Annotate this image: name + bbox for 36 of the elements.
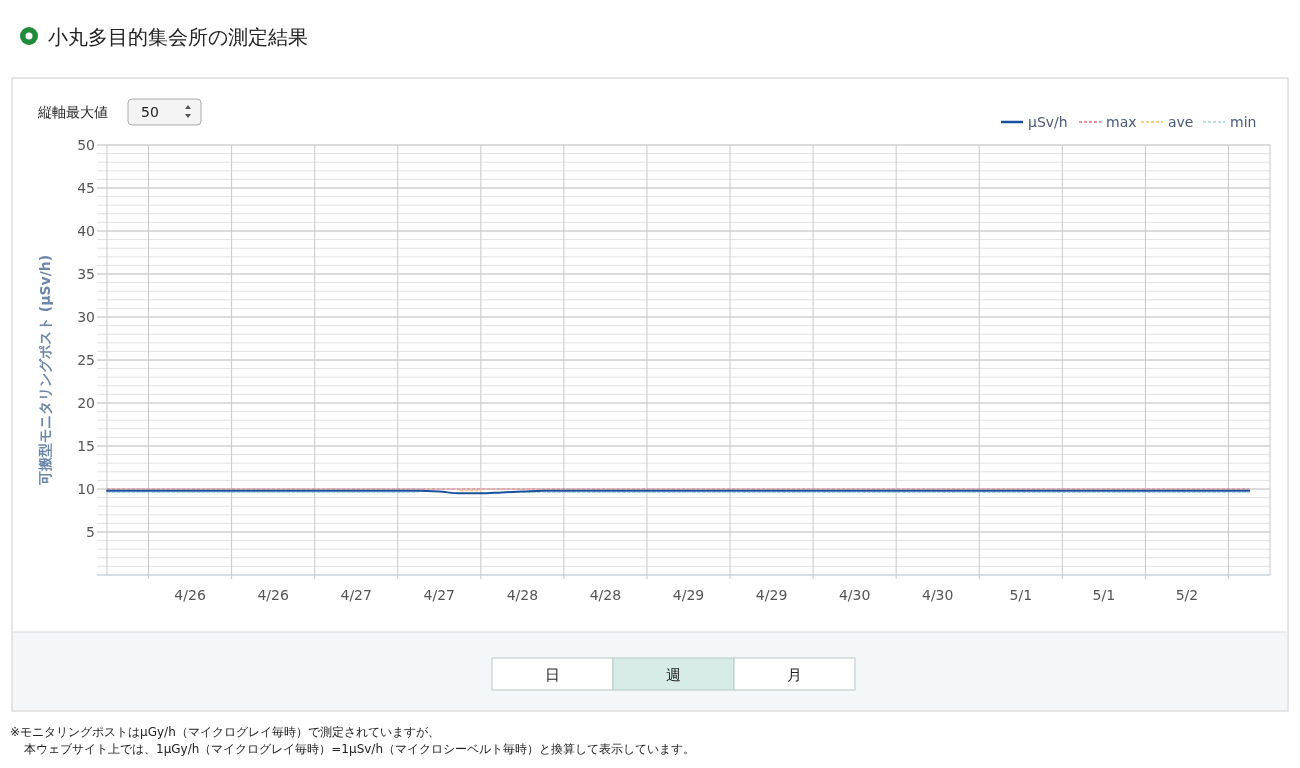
text: 本ウェブサイト上では、1μGy/h（マイクログレイ毎時）=1μSv/h（マイクロシーベルト毎時）と換算して表示しています。 bbox=[24, 742, 696, 756]
y-tick-label: 20 bbox=[77, 395, 95, 411]
text: 縦軸最大値 bbox=[37, 104, 108, 120]
tab-button: 月 bbox=[733, 657, 856, 691]
legend-label: μSv/h bbox=[1028, 114, 1068, 130]
x-tick-label: 4/27 bbox=[340, 587, 372, 603]
x-tick-label: 4/27 bbox=[423, 587, 456, 603]
chart-title: 小丸多目的集会所の測定結果 bbox=[48, 25, 308, 49]
tab-button: 日 bbox=[491, 657, 614, 691]
y-tick-label: 15 bbox=[77, 438, 95, 454]
x-tick-label: 4/28 bbox=[589, 587, 622, 603]
legend-label: max bbox=[1106, 114, 1137, 130]
y-tick-label: 45 bbox=[77, 180, 95, 196]
y-tick-label: 30 bbox=[77, 309, 95, 325]
y-tick-label: 35 bbox=[77, 266, 95, 282]
y-tick-label: 50 bbox=[77, 137, 95, 153]
x-tick-label: 4/29 bbox=[672, 587, 705, 603]
x-tick-label: 5/1 bbox=[1092, 587, 1116, 603]
y-tick-label: 40 bbox=[77, 223, 95, 239]
x-tick-label: 4/29 bbox=[755, 587, 788, 603]
x-tick-label: 4/30 bbox=[838, 587, 871, 603]
tab-button: 週 bbox=[612, 657, 735, 691]
x-tick-label: 5/1 bbox=[1009, 587, 1033, 603]
x-tick-label: 5/2 bbox=[1175, 587, 1199, 603]
x-tick-label: 4/30 bbox=[921, 587, 954, 603]
select-field: 50 bbox=[127, 98, 202, 126]
y-tick-label: 25 bbox=[77, 352, 95, 368]
text: ※モニタリングポストはμGy/h（マイクログレイ毎時）で測定されていますが、 bbox=[10, 725, 440, 739]
y-tick-label: 10 bbox=[77, 481, 95, 497]
y-axis-title: 可搬型モニタリングポスト (μSv/h) bbox=[37, 254, 53, 487]
y-tick-label: 5 bbox=[86, 524, 95, 540]
x-tick-label: 4/26 bbox=[174, 587, 206, 603]
x-tick-label: 4/26 bbox=[257, 587, 289, 603]
legend-label: ave bbox=[1168, 114, 1194, 130]
legend-label: min bbox=[1230, 114, 1257, 130]
x-tick-label: 4/28 bbox=[506, 587, 539, 603]
